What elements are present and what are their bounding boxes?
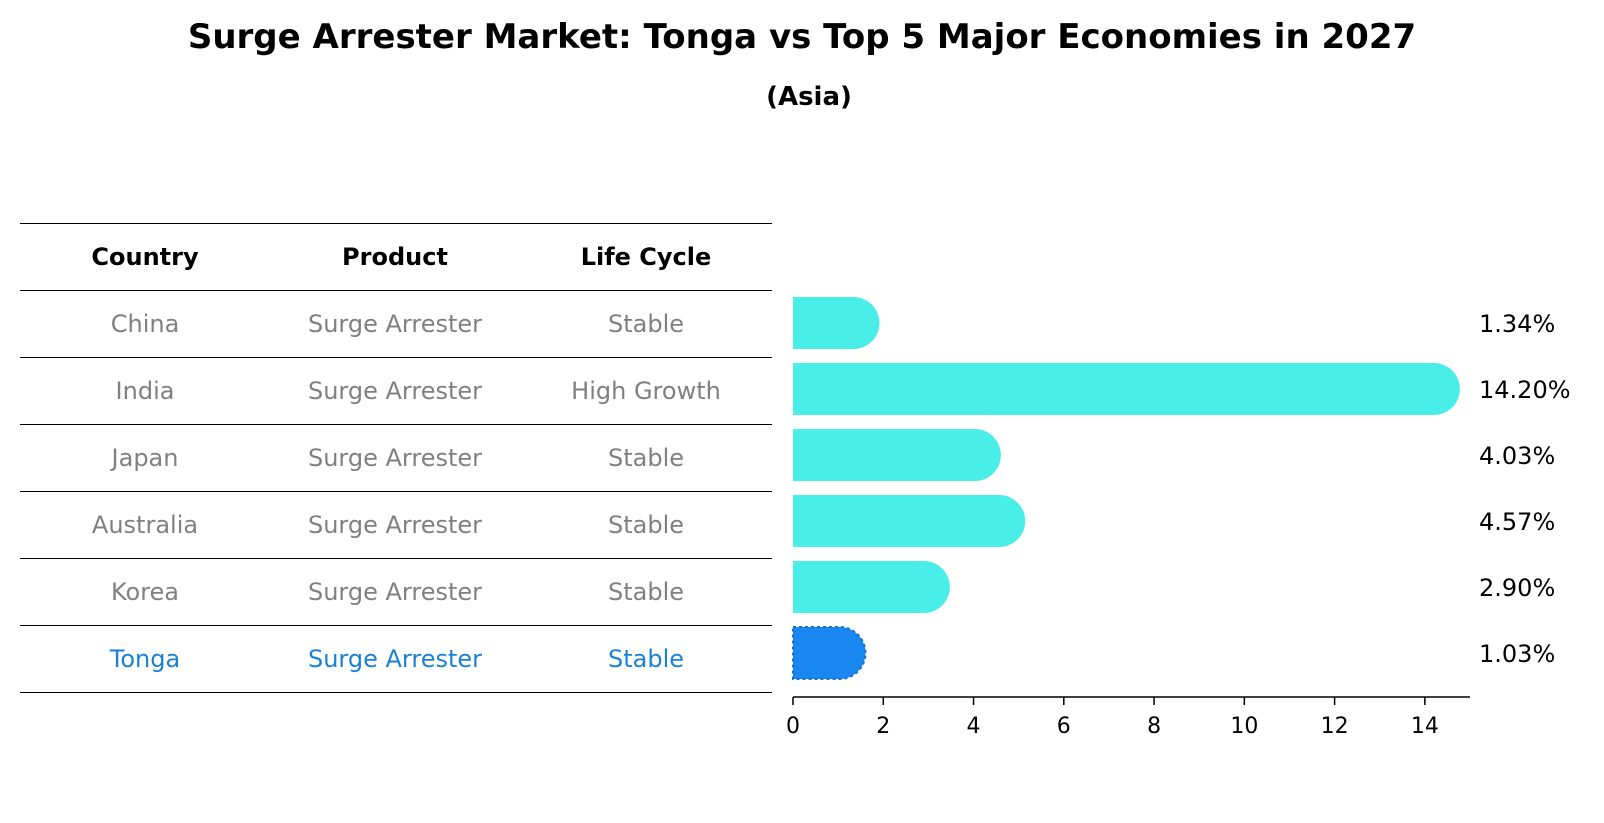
bar-japan: [793, 429, 1001, 481]
row-product: Surge Arrester: [307, 511, 483, 539]
bar-india: [793, 363, 1460, 415]
x-tick-label: 12: [1321, 714, 1349, 739]
chart-subtitle: (Asia): [766, 82, 852, 112]
row-product: Surge Arrester: [307, 377, 483, 405]
x-tick-label: 8: [1147, 714, 1161, 739]
table-row: China Surge Arrester Stable: [20, 290, 772, 357]
table-row: Korea Surge Arrester Stable: [20, 558, 772, 625]
table-row: India Surge Arrester High Growth: [20, 357, 772, 424]
value-label-korea: 2.90%: [1479, 574, 1555, 602]
row-product: Surge Arrester: [307, 444, 483, 472]
bar-china: [793, 297, 880, 349]
row-country: Tonga: [109, 645, 181, 673]
bar-tonga: [792, 626, 867, 680]
country-table: Country Product Life Cycle China Surge A…: [20, 223, 772, 693]
x-tick-label: 2: [876, 714, 890, 739]
value-label-japan: 4.03%: [1479, 442, 1555, 470]
row-life-cycle: Stable: [607, 310, 685, 338]
table-header-row: Country Product Life Cycle: [20, 223, 772, 290]
row-country: Australia: [91, 511, 199, 539]
table-row-highlight: Tonga Surge Arrester Stable: [20, 625, 772, 693]
x-tick-label: 14: [1411, 714, 1439, 739]
row-product: Surge Arrester: [307, 645, 483, 673]
table-row: Japan Surge Arrester Stable: [20, 424, 772, 491]
row-country: Korea: [110, 578, 180, 606]
row-product: Surge Arrester: [307, 578, 483, 606]
table-row: Australia Surge Arrester Stable: [20, 491, 772, 558]
bar-australia: [793, 495, 1026, 547]
x-tick-label: 6: [1057, 714, 1071, 739]
value-label-china: 1.34%: [1479, 310, 1555, 338]
x-tick-label: 4: [967, 714, 981, 739]
bar-korea: [793, 561, 950, 613]
x-tick-label: 0: [786, 714, 800, 739]
row-life-cycle: Stable: [607, 645, 685, 673]
x-tick-label: 10: [1230, 714, 1258, 739]
row-country: India: [115, 377, 175, 405]
value-label-tonga: 1.03%: [1479, 640, 1555, 668]
row-country: Japan: [111, 444, 179, 472]
row-product: Surge Arrester: [307, 310, 483, 338]
row-life-cycle: Stable: [607, 511, 685, 539]
header-product: Product: [342, 243, 448, 271]
row-country: China: [110, 310, 180, 338]
row-life-cycle: Stable: [607, 578, 685, 606]
chart-title: Surge Arrester Market: Tonga vs Top 5 Ma…: [187, 17, 1417, 57]
header-life-cycle: Life Cycle: [580, 243, 712, 271]
row-life-cycle: High Growth: [571, 377, 721, 405]
value-label-australia: 4.57%: [1479, 508, 1555, 536]
header-country: Country: [91, 243, 199, 271]
row-life-cycle: Stable: [607, 444, 685, 472]
value-label-india: 14.20%: [1479, 376, 1571, 404]
